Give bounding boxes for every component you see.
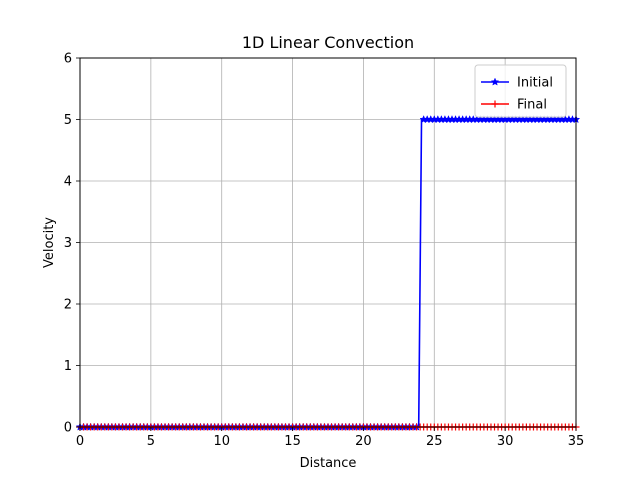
x-axis-label: Distance (300, 456, 357, 471)
y-tick-label: 2 (64, 298, 72, 313)
x-tick-label: 0 (76, 434, 84, 449)
y-tick-label: 0 (64, 421, 72, 436)
x-tick-label: 15 (284, 434, 301, 449)
x-tick-label: 20 (355, 434, 372, 449)
legend-label-initial: Initial (517, 76, 553, 91)
x-tick-label: 30 (497, 434, 514, 449)
legend-marker-final (491, 100, 499, 108)
legend: Initial Final (474, 64, 567, 118)
y-tick-label: 3 (64, 236, 72, 251)
series-initial (75, 115, 581, 431)
y-tick-label: 6 (64, 52, 72, 67)
axis-ticks: 0 5 10 15 20 25 30 35 0 1 2 3 4 5 6 (64, 52, 585, 450)
y-tick-label: 1 (64, 359, 72, 374)
x-tick-label: 25 (426, 434, 443, 449)
legend-marker-initial (490, 77, 500, 86)
x-tick-label: 5 (147, 434, 155, 449)
y-axis-label: Velocity (42, 217, 57, 268)
chart-title: 1D Linear Convection (242, 33, 414, 52)
legend-label-final: Final (517, 98, 547, 113)
x-tick-label: 35 (568, 434, 585, 449)
y-tick-label: 4 (64, 175, 72, 190)
x-tick-label: 10 (213, 434, 230, 449)
y-tick-label: 5 (64, 113, 72, 128)
